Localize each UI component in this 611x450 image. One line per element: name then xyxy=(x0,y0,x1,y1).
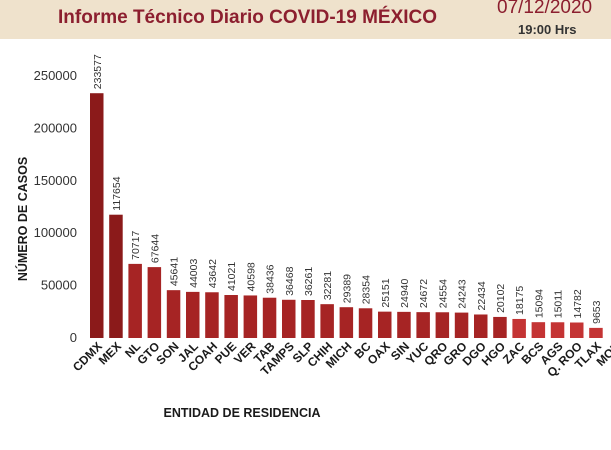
data-label: 28354 xyxy=(361,275,373,304)
bar xyxy=(186,291,200,338)
x-axis-title: ENTIDAD DE RESIDENCIA xyxy=(164,406,321,420)
bar xyxy=(493,316,507,338)
data-label: 44003 xyxy=(188,259,200,288)
bar xyxy=(435,312,450,338)
y-tick-label: 100000 xyxy=(34,225,77,240)
data-label: 36261 xyxy=(303,267,315,296)
data-label: 15011 xyxy=(553,290,565,319)
bar xyxy=(224,295,238,338)
bar xyxy=(128,263,142,338)
data-label: 38436 xyxy=(265,264,277,293)
header-banner: Informe Técnico Diario COVID-19 MÉXICO 0… xyxy=(0,0,611,39)
data-label: 9653 xyxy=(591,300,603,324)
data-label: 15094 xyxy=(533,289,545,318)
y-tick-label: 0 xyxy=(70,330,77,345)
bar xyxy=(282,299,296,338)
data-label: 14782 xyxy=(572,289,584,318)
bar xyxy=(570,322,584,338)
report-time: 19:00 Hrs xyxy=(518,22,577,37)
bar xyxy=(397,311,411,338)
data-label: 25151 xyxy=(380,278,392,307)
bar xyxy=(358,308,373,338)
data-label: 32281 xyxy=(322,271,334,300)
bar xyxy=(262,297,277,338)
bar xyxy=(378,311,392,338)
x-tick-label: MEX xyxy=(96,339,124,367)
data-label: 29389 xyxy=(341,274,353,303)
bar xyxy=(531,322,546,338)
data-label: 117654 xyxy=(111,176,123,210)
data-label: 233577 xyxy=(92,54,104,89)
data-label: 24243 xyxy=(457,279,469,308)
bar xyxy=(339,307,354,338)
data-label: 20102 xyxy=(495,284,507,313)
bar xyxy=(589,327,603,338)
bar xyxy=(320,304,334,338)
bar xyxy=(454,312,469,338)
bar xyxy=(416,312,430,338)
y-axis-title: NÚMERO DE CASOS xyxy=(15,157,30,281)
bar xyxy=(301,299,315,338)
y-tick-label: 200000 xyxy=(34,120,77,135)
y-tick-label: 250000 xyxy=(34,68,77,83)
bar xyxy=(90,93,104,338)
report-title: Informe Técnico Diario COVID-19 MÉXICO xyxy=(58,7,438,28)
y-tick-label: 150000 xyxy=(34,173,77,188)
bar xyxy=(474,314,488,338)
bar xyxy=(243,295,258,338)
bar xyxy=(166,290,181,338)
y-tick-label: 50000 xyxy=(41,278,77,293)
data-label: 24554 xyxy=(437,279,449,308)
data-label: 41021 xyxy=(226,262,238,291)
data-label: 24672 xyxy=(418,279,430,308)
data-label: 67644 xyxy=(149,234,161,263)
data-label: 45641 xyxy=(169,257,181,286)
data-label: 18175 xyxy=(514,286,526,315)
report-date: 07/12/2020 xyxy=(497,0,593,18)
data-label: 22434 xyxy=(476,281,488,310)
bar xyxy=(147,267,162,338)
data-label: 40598 xyxy=(245,262,257,291)
data-label: 70717 xyxy=(130,231,142,260)
data-label: 24940 xyxy=(399,279,411,308)
bar xyxy=(550,322,565,338)
bar xyxy=(109,214,123,338)
data-label: 36468 xyxy=(284,266,296,295)
bar xyxy=(512,318,526,338)
bar xyxy=(205,292,219,338)
data-label: 43642 xyxy=(207,259,219,288)
